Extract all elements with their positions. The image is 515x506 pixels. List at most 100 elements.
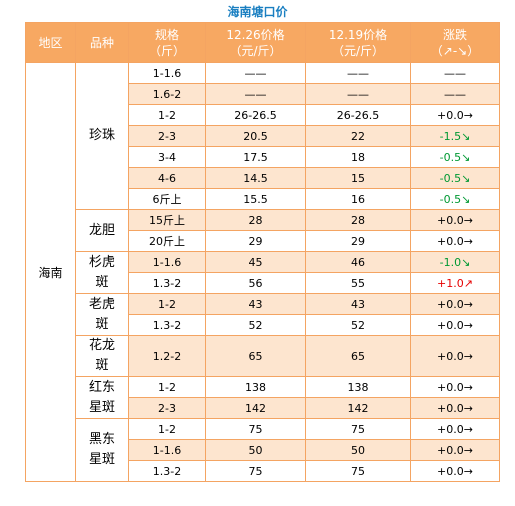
header-cell: 12.26价格 （元/斤） [205,22,306,63]
price-cell: 26-26.5 [205,104,306,126]
change-cell: +0.0→ [410,397,500,419]
price-cell: 15.5 [205,188,306,210]
change-cell: —— [410,83,500,105]
change-cell: -1.0↘ [410,251,500,273]
variety-name: 花龙斑 [88,338,115,373]
price-cell: 29 [305,230,411,252]
variety-name: 杉虎斑 [88,254,115,290]
change-cell: +0.0→ [410,335,500,377]
spec-cell: 15斤上 [128,209,206,231]
header-text: （元/斤） [229,43,282,58]
variety-name: 黑东星斑 [88,432,115,467]
price-cell: 65 [205,335,306,377]
price-cell: 14.5 [205,167,306,189]
change-cell: —— [410,62,500,84]
price-cell: 138 [305,376,411,398]
spec-cell: 1-2 [128,104,206,126]
row: 1-2 26-26.5 26-26.5 +0.0→ [26,104,500,126]
spec-cell: 1.3-2 [128,314,206,336]
row: 黑东星斑 1-2 75 75 +0.0→ [26,418,500,482]
variety-name: 红东星斑 [88,379,115,415]
header-text: 12.19价格 [328,27,388,42]
change-cell: +0.0→ [410,230,500,252]
spec-cell: 4-6 [128,167,206,189]
price-cell: 65 [305,335,411,377]
spec-cell: 1.6-2 [128,83,206,105]
change-cell: +0.0→ [410,376,500,398]
spec-cell: 1-1.6 [128,62,206,84]
price-cell: —— [305,62,411,84]
variety-name: 老虎斑 [88,296,115,332]
price-cell: 20.5 [205,125,306,147]
change-cell: +0.0→ [410,460,500,482]
row: 1.3-2 52 52 +0.0→ [26,314,500,336]
row: 龙胆 15斤上 28 28 +0.0→ [26,209,500,252]
price-cell: 28 [305,209,411,231]
spec-cell: 1-2 [128,376,206,398]
price-cell: —— [205,83,306,105]
header-cell: 规格 （斤） [128,22,206,63]
variety-cell: 红东星斑 [75,376,129,419]
price-cell: 75 [205,418,306,440]
price-cell: 29 [205,230,306,252]
change-cell: +0.0→ [410,418,500,440]
variety-cell: 龙胆 [75,209,129,252]
variety-cell: 老虎斑 [75,293,129,336]
spec-cell: 1.2-2 [128,335,206,377]
variety-name: 龙胆 [88,222,115,238]
spec-cell: 1.3-2 [128,272,206,294]
title: 海南塘口价 [227,5,288,19]
price-cell: 18 [305,146,411,168]
row: 花龙斑 1.2-2 65 65 +0.0→ [26,335,500,377]
spec-cell: 1-1.6 [128,439,206,461]
header-text: 涨跌 [442,27,467,42]
price-cell: 52 [205,314,306,336]
spec-cell: 1-2 [128,293,206,315]
header-cell: 地区 [25,22,76,63]
variety-cell: 珍珠 [75,62,129,210]
variety-cell: 花龙斑 [75,335,129,377]
price-cell: 75 [205,460,306,482]
change-cell: +0.0→ [410,293,500,315]
price-cell: —— [205,62,306,84]
price-cell: 50 [305,439,411,461]
price-cell: 50 [205,439,306,461]
change-cell: +0.0→ [410,314,500,336]
spec-cell: 1-2 [128,418,206,440]
spec-cell: 20斤上 [128,230,206,252]
spec-cell: 2-3 [128,125,206,147]
price-cell: 43 [305,293,411,315]
spec-cell: 1-1.6 [128,251,206,273]
price-cell: 142 [205,397,306,419]
row: 海南 珍珠 1-1.6 —— —— —— [25,62,500,482]
price-cell: 55 [305,272,411,294]
price-cell: 138 [205,376,306,398]
change-cell: +0.0→ [410,439,500,461]
header-text: 地区 [38,35,63,50]
price-cell: 15 [305,167,411,189]
header-text: （元/斤） [331,43,385,58]
change-cell: -0.5↘ [410,188,500,210]
variety-cell: 杉虎斑 [75,251,129,294]
header-text: 12.26价格 [226,27,285,42]
header-text: （斤） [148,43,185,58]
row: 2-3 20.5 22 -1.5↘ [26,125,500,147]
header-row: 地区 品种 规格 （斤） 12.26价格 （元/斤） 12.19价格 （元/斤） 涨跌 （↗-↘） [25,22,500,63]
change-cell: +0.0→ [410,209,500,231]
change-cell: -1.5↘ [410,125,500,147]
price-cell: 45 [205,251,306,273]
header-text: （↗-↘） [430,43,480,58]
price-cell: —— [305,83,411,105]
row: 1.6-2 —— —— —— [26,83,500,105]
price-cell: 16 [305,188,411,210]
price-cell: 75 [305,460,411,482]
header-text: 规格 [154,27,179,42]
price-cell: 142 [305,397,411,419]
spec-cell: 6斤上 [128,188,206,210]
variety-name: 珍珠 [88,128,115,143]
header-cell: 涨跌 （↗-↘） [410,22,500,63]
header-cell: 12.19价格 （元/斤） [305,22,411,63]
price-cell: 46 [305,251,411,273]
price-table: 地区 品种 规格 （斤） 12.26价格 （元/斤） 12.19价格 （元/斤） 涨跌 （↗-↘）… [25,22,500,482]
